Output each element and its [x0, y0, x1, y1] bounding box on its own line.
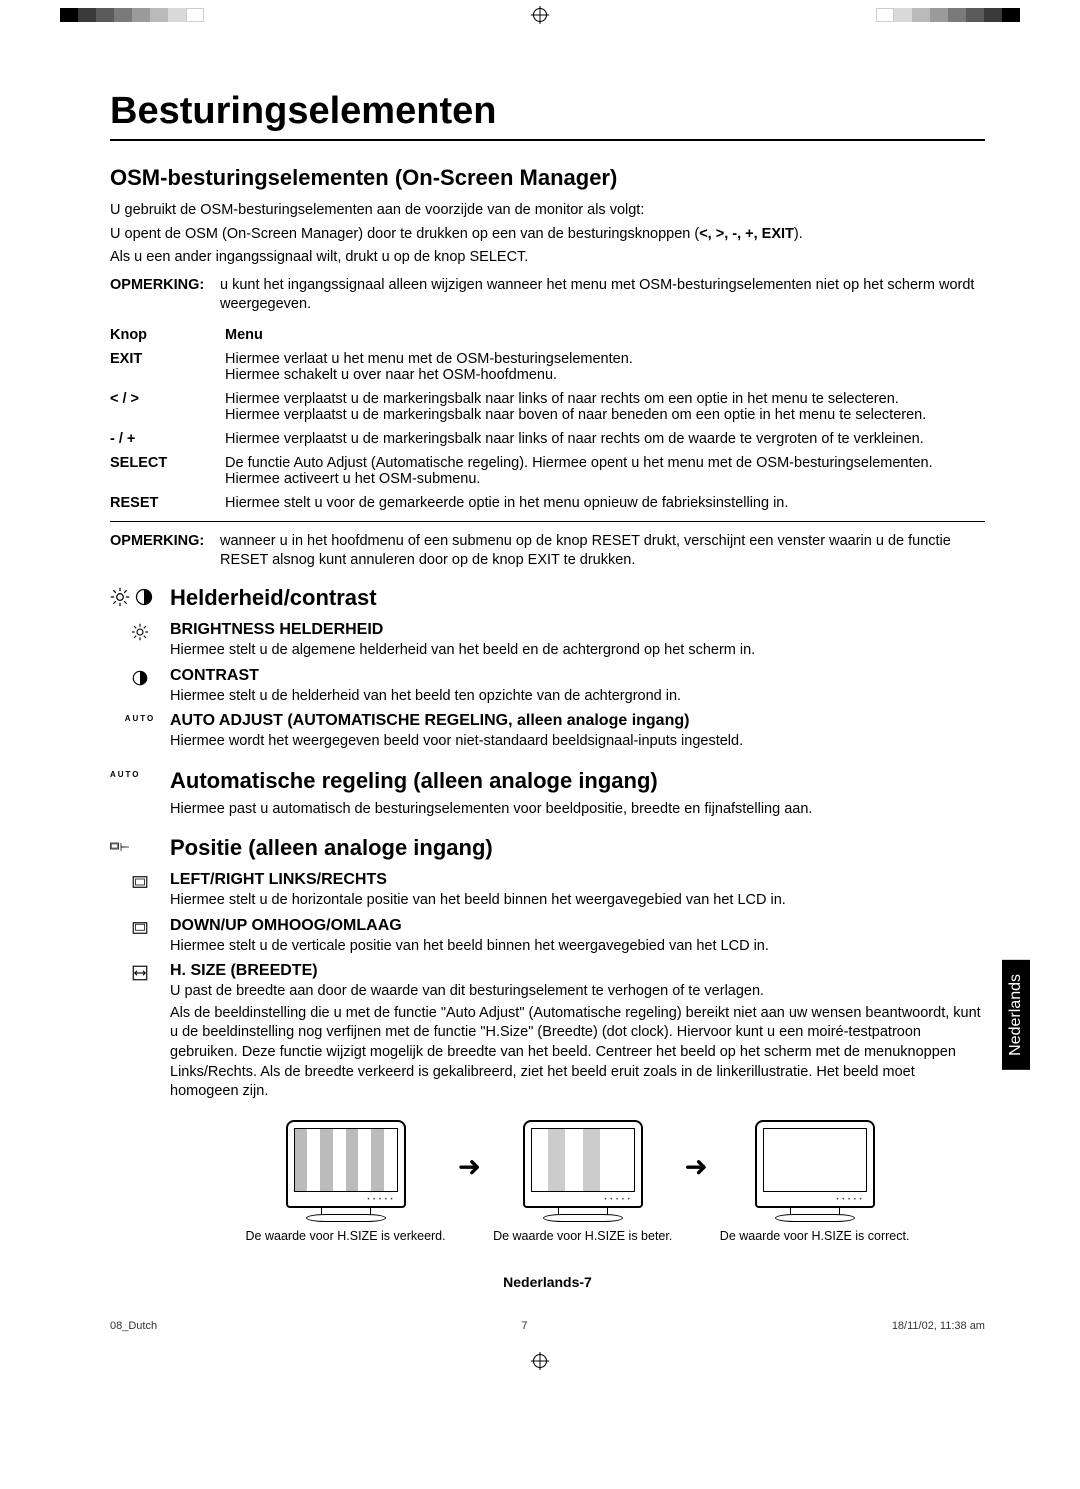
table-row: EXITHiermee verlaat u het menu met de OS…: [110, 347, 985, 387]
controls-table: KnopMenu EXITHiermee verlaat u het menu …: [110, 323, 985, 515]
left-right-icon: [131, 873, 149, 896]
section-brightness-contrast: Helderheid/contrast: [110, 585, 985, 617]
arrow-icon: ➜: [458, 1120, 481, 1183]
table-row: SELECTDe functie Auto Adjust (Automatisc…: [110, 451, 985, 491]
contrast-icon: [134, 587, 154, 612]
table-row: RESETHiermee stelt u voor de gemarkeerde…: [110, 491, 985, 515]
registration-bottom: [0, 1352, 1080, 1380]
table-row: < / >Hiermee verplaatst u de markeringsb…: [110, 387, 985, 427]
page-number-label: Nederlands-7: [110, 1274, 985, 1290]
page-title: Besturingselementen: [110, 90, 985, 141]
intro-line-3: Als u een ander ingangssignaal wilt, dru…: [110, 248, 985, 268]
sub-hsize: H. SIZE (BREEDTE) U past de breedte aan …: [110, 962, 985, 1103]
sub-brightness: BRIGHTNESS HELDERHEID Hiermee stelt u de…: [110, 621, 985, 663]
intro-line-2: U opent de OSM (On-Screen Manager) door …: [110, 225, 985, 245]
brightness-icon: [110, 587, 130, 612]
down-up-icon: [131, 919, 149, 942]
note-1: OPMERKING: u kunt het ingangssignaal all…: [110, 276, 985, 315]
auto-icon: AUTO: [125, 714, 156, 723]
sub-left-right: LEFT/RIGHT LINKS/RECHTS Hiermee stelt u …: [110, 871, 985, 913]
monitor-correct-icon: • • • • •: [755, 1120, 875, 1208]
monitor-wrong-icon: • • • • •: [286, 1120, 406, 1208]
table-row: - / +Hiermee verplaatst u de markeringsb…: [110, 427, 985, 451]
brightness-icon: [131, 623, 149, 646]
intro-line-1: U gebruikt de OSM-besturingselementen aa…: [110, 201, 985, 221]
position-icon: [110, 837, 130, 862]
auto-icon: AUTO: [110, 770, 141, 779]
monitor-illustrations: • • • • • De waarde voor H.SIZE is verke…: [170, 1120, 985, 1244]
hsize-icon: [131, 964, 149, 987]
monitor-better-icon: • • • • •: [523, 1120, 643, 1208]
note-2: OPMERKING: wanneer u in het hoofdmenu of…: [110, 532, 985, 571]
subtitle: OSM-besturingselementen (On-Screen Manag…: [110, 165, 985, 191]
sub-down-up: DOWN/UP OMHOOG/OMLAAG Hiermee stelt u de…: [110, 917, 985, 959]
section-auto: AUTO Automatische regeling (alleen analo…: [110, 768, 985, 822]
registration-top: [0, 0, 1080, 30]
print-footer: 08_Dutch 7 18/11/02, 11:38 am: [0, 1320, 1080, 1352]
sub-contrast: CONTRAST Hiermee stelt u de helderheid v…: [110, 667, 985, 709]
section-position: Positie (alleen analoge ingang): [110, 835, 985, 867]
contrast-icon: [131, 669, 149, 692]
language-tab: Nederlands: [1002, 960, 1030, 1070]
sub-auto-adjust: AUTO AUTO ADJUST (AUTOMATISCHE REGELING,…: [110, 712, 985, 754]
divider: [110, 521, 985, 522]
arrow-icon: ➜: [684, 1120, 707, 1183]
